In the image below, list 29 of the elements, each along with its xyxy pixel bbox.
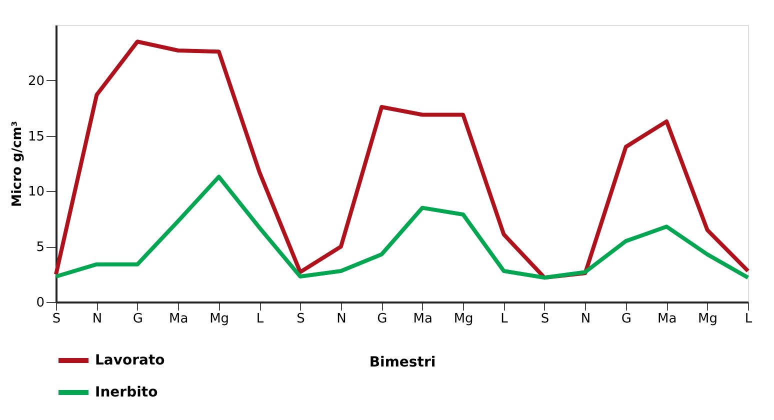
y-tick-label: 20 <box>28 74 44 89</box>
x-tick-label: S <box>540 312 550 326</box>
x-tick-label: N <box>336 312 346 326</box>
legend-label: Lavorato <box>95 352 166 368</box>
x-axis-title: Bimestri <box>369 354 436 370</box>
x-tick-label: L <box>256 312 264 326</box>
x-tick-label: G <box>132 312 143 326</box>
y-tick-label: 10 <box>28 184 44 200</box>
y-tick-label: 15 <box>28 129 44 144</box>
x-tick-label: Ma <box>169 312 188 326</box>
x-tick-label: S <box>52 312 61 326</box>
line-series <box>54 174 750 280</box>
y-tick-label: 5 <box>36 240 44 256</box>
x-tick-label: L <box>500 312 509 326</box>
x-tick-label: G <box>377 312 388 326</box>
x-tick-label: N <box>580 312 591 326</box>
x-tick-label: N <box>92 312 102 326</box>
line-series <box>54 40 750 280</box>
legend-label: Inerbito <box>95 384 158 400</box>
x-tick-label: Ma <box>413 312 432 326</box>
x-tick-label: Mg <box>454 312 474 326</box>
x-tick-label: Mg <box>698 312 718 326</box>
x-tick-label: S <box>296 312 305 326</box>
y-tick-label: 0 <box>36 296 44 310</box>
y-axis-title: Micro g/cm³ <box>10 121 25 207</box>
x-tick-label: Ma <box>657 312 677 326</box>
x-tick-label: L <box>744 312 753 326</box>
x-tick-label: Mg <box>210 312 230 326</box>
x-tick-label: G <box>621 312 632 326</box>
